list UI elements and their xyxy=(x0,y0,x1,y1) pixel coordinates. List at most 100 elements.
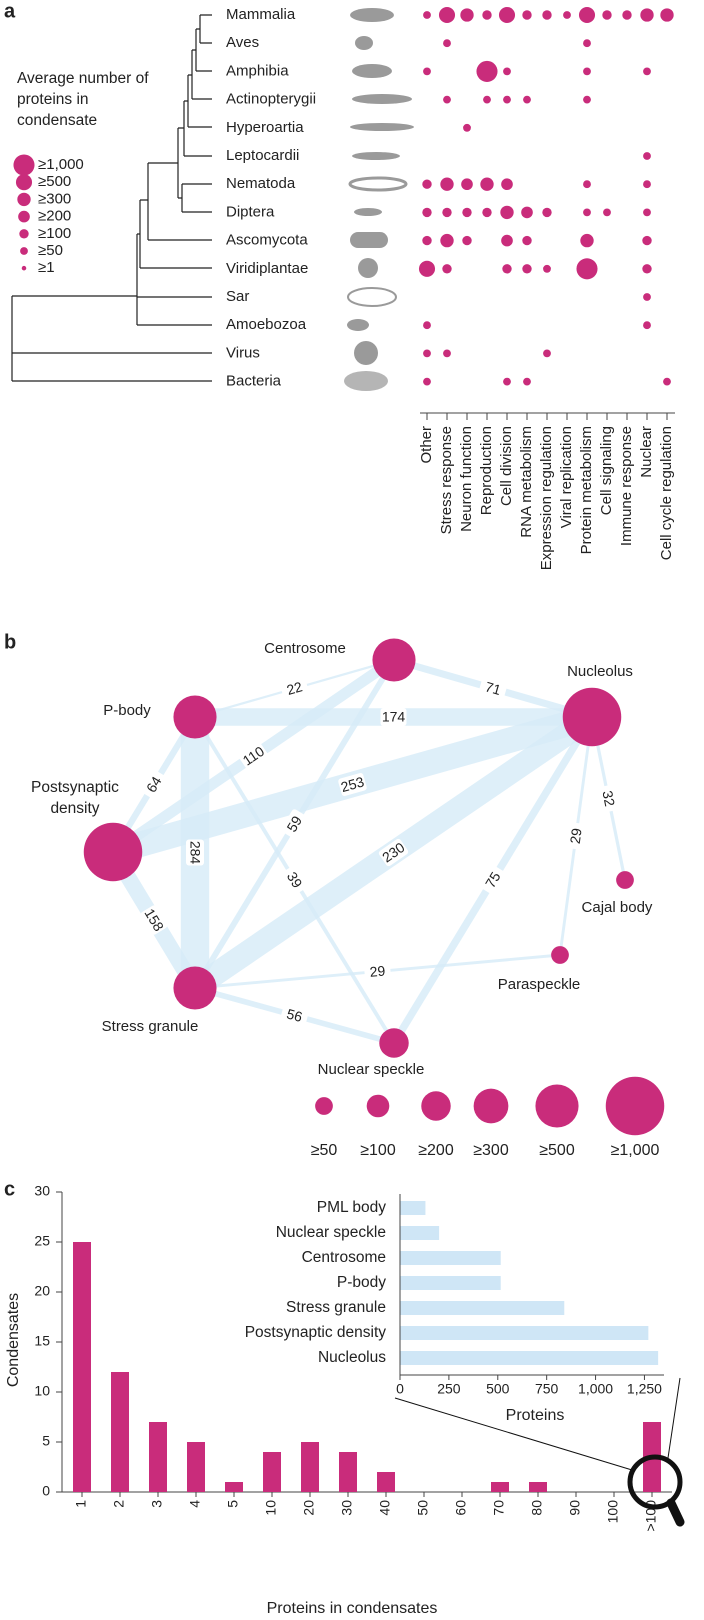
column-label: RNA metabolism xyxy=(518,426,535,538)
dot xyxy=(583,95,591,104)
dot xyxy=(503,95,511,104)
inset-category-label: PML body xyxy=(317,1199,386,1216)
legend-label: ≥200 xyxy=(418,1142,454,1159)
legend-dot xyxy=(605,1076,665,1136)
row-label: Aves xyxy=(226,34,259,51)
x-tick-label: 2 xyxy=(111,1500,127,1508)
legend-dot xyxy=(18,210,30,223)
column-label: Reproduction xyxy=(478,426,495,515)
y-tick-label: 30 xyxy=(34,1183,50,1199)
dot xyxy=(583,39,591,48)
inset-bar xyxy=(400,1326,649,1340)
dot xyxy=(498,6,516,24)
edge-label-bg xyxy=(478,676,508,701)
column-label: Immune response xyxy=(618,426,635,546)
x-tick-label: 40 xyxy=(377,1500,393,1516)
legend-dot xyxy=(315,1097,333,1115)
edge-label: 29 xyxy=(364,961,391,982)
dot xyxy=(523,95,531,104)
dot xyxy=(563,11,571,19)
y-tick-label: 20 xyxy=(34,1283,50,1299)
edge-label: 284 xyxy=(186,839,204,866)
organism-silhouettes xyxy=(344,8,414,391)
column-label: Viral replication xyxy=(558,426,575,528)
legend-label: ≥1,000 xyxy=(611,1142,660,1159)
y-tick-label: 10 xyxy=(34,1383,50,1399)
dot xyxy=(423,67,431,76)
inset-bar xyxy=(400,1301,565,1315)
dot xyxy=(580,233,594,248)
dot xyxy=(423,377,431,386)
bar xyxy=(529,1482,547,1492)
dot xyxy=(576,258,598,280)
legend-label: ≥1,000 xyxy=(38,156,84,173)
dot xyxy=(643,67,651,76)
edge-label: 71 xyxy=(478,676,508,701)
dot xyxy=(521,206,533,219)
y-axis-title: Condensates xyxy=(5,1293,22,1387)
edge-value: 64 xyxy=(143,773,165,795)
node xyxy=(551,946,569,964)
panel-label: a xyxy=(4,0,16,22)
dot xyxy=(476,60,498,82)
node-label: Centrosome xyxy=(264,640,346,657)
x-tick-label: 100 xyxy=(605,1500,621,1524)
dot xyxy=(423,11,431,19)
dot xyxy=(643,321,651,330)
bar xyxy=(491,1482,509,1492)
column-label: Neuron function xyxy=(458,426,475,532)
legend-dot xyxy=(366,1094,390,1118)
edge-label-bg xyxy=(597,784,620,813)
node-label: Postsynaptic density xyxy=(31,779,119,817)
bar xyxy=(225,1482,243,1492)
edge-value: 59 xyxy=(283,813,305,835)
edge-value: 253 xyxy=(339,773,366,795)
node-label: Nucleolus xyxy=(567,663,633,680)
phylogenetic-tree xyxy=(11,14,212,382)
dot xyxy=(463,123,471,132)
magnifier xyxy=(394,1377,685,1527)
legend-label: ≥100 xyxy=(360,1142,396,1159)
edge-label-bg xyxy=(338,773,367,796)
dot xyxy=(642,235,652,246)
dot xyxy=(460,8,474,22)
legend-label: ≥1 xyxy=(38,259,55,276)
y-tick-label: 5 xyxy=(42,1433,50,1449)
dot xyxy=(483,95,491,104)
node-label: P-body xyxy=(103,702,151,719)
edge-label-bg xyxy=(380,708,407,726)
row-label: Sar xyxy=(226,288,249,305)
bar xyxy=(111,1372,129,1492)
inset-category-label: Nuclear speckle xyxy=(276,1224,386,1241)
dot xyxy=(542,10,552,20)
dot xyxy=(542,207,552,218)
dot xyxy=(442,207,452,218)
bar xyxy=(187,1442,205,1492)
x-tick-label: 70 xyxy=(491,1500,507,1516)
x-axis-title: Proteins in condensates xyxy=(267,1600,438,1617)
dot xyxy=(583,180,591,189)
legend-dot xyxy=(20,247,28,255)
dot xyxy=(418,260,436,277)
row-label: Diptera xyxy=(226,203,275,220)
dot xyxy=(480,177,494,191)
edge-value: 75 xyxy=(482,869,504,891)
column-label: Other xyxy=(418,426,435,464)
dot xyxy=(423,321,431,330)
edge-label: 29 xyxy=(565,822,587,850)
edge-label: 59 xyxy=(281,809,308,839)
edge-value: 56 xyxy=(285,1005,304,1025)
edge-label: 75 xyxy=(479,865,507,895)
y-tick-label: 0 xyxy=(42,1483,50,1499)
legend-label: ≥50 xyxy=(311,1142,338,1159)
row-label: Amphibia xyxy=(226,62,289,79)
row-label: Bacteria xyxy=(226,373,282,390)
dot xyxy=(443,39,451,48)
x-tick-label: 20 xyxy=(301,1500,317,1516)
bar xyxy=(73,1242,91,1492)
dot xyxy=(660,8,674,22)
legend-dot xyxy=(17,192,31,207)
edge-label-bg xyxy=(281,865,308,895)
node xyxy=(379,1028,409,1058)
bar xyxy=(301,1442,319,1492)
